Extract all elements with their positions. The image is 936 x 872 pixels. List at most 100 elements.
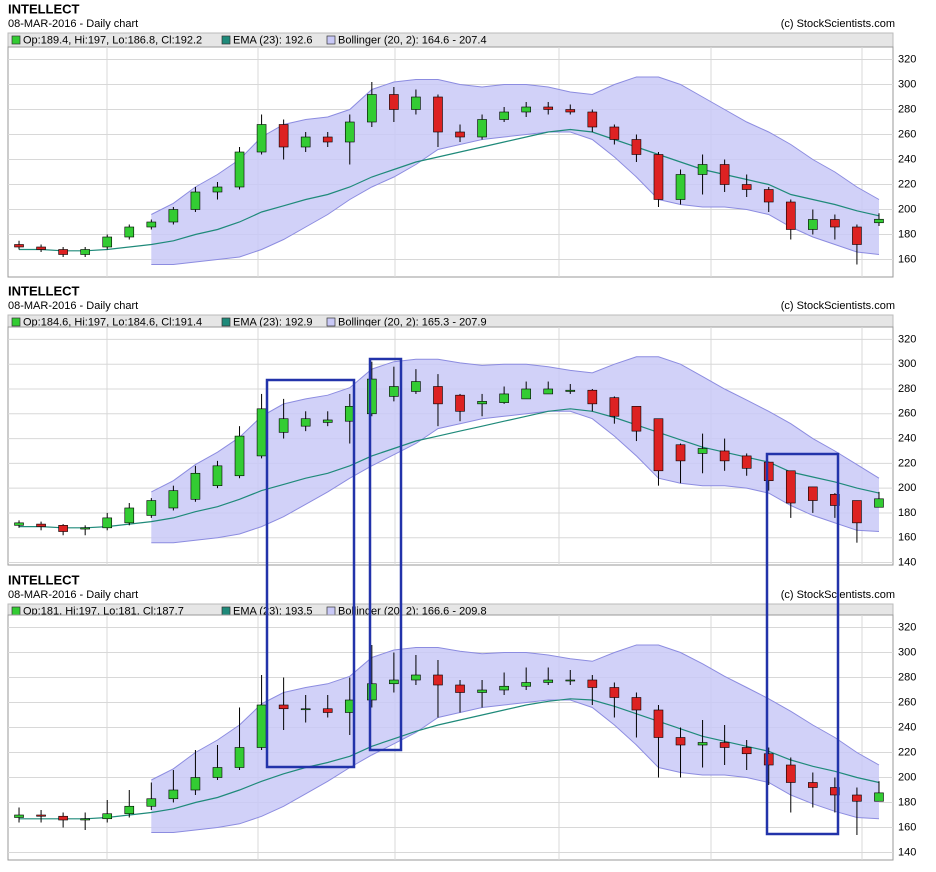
legend-label: EMA (23): 193.5 (233, 605, 313, 617)
candle-body (168, 209, 179, 223)
candle-body (852, 794, 862, 802)
candle-body (433, 386, 443, 405)
candle-body (300, 418, 311, 427)
candle-body (278, 418, 289, 433)
legend-swatch (11, 606, 21, 616)
candle-body (14, 522, 24, 526)
candle-body (212, 186, 223, 193)
candle-body (367, 683, 377, 701)
candle-body (874, 498, 884, 508)
bollinger-lower (151, 131, 880, 265)
candle-body (763, 461, 774, 482)
y-tick-label: 320 (898, 333, 916, 345)
candle-body (278, 124, 289, 148)
chart-subtitle: 08-MAR-2016 - Daily chart (8, 18, 138, 30)
y-tick-label: 180 (898, 507, 916, 519)
candle-body (543, 106, 554, 110)
candle-body (499, 111, 509, 120)
candle-body (58, 249, 68, 255)
legend-swatch (326, 317, 336, 327)
chart-subtitle: 08-MAR-2016 - Daily chart (8, 589, 138, 601)
candle-body (322, 419, 333, 423)
chart-source: (c) StockScientists.com (781, 18, 895, 30)
y-tick-label: 200 (898, 482, 916, 494)
candle-body (322, 708, 333, 713)
y-tick-label: 260 (898, 128, 916, 140)
candle-body (543, 388, 554, 395)
candle-body (102, 236, 113, 248)
candle-body (719, 742, 730, 748)
candle-body (190, 191, 201, 210)
y-tick-label: 300 (898, 358, 916, 370)
candle-body (433, 674, 443, 686)
candle-body (719, 164, 730, 185)
candle-body (124, 507, 135, 524)
candle-body (565, 679, 576, 682)
candle-body (389, 94, 399, 110)
candle-body (455, 684, 465, 693)
candle-body (852, 500, 862, 524)
candle-body (212, 767, 223, 778)
candle-body (411, 96, 421, 110)
y-tick-label: 320 (898, 53, 916, 65)
candle-body (830, 219, 840, 228)
candle-body (785, 470, 796, 504)
candle-body (322, 136, 333, 143)
candle-body (631, 406, 642, 432)
legend-label: Bollinger (20, 2): 164.6 - 207.4 (338, 34, 487, 46)
candle-body (190, 777, 201, 791)
plot-content (14, 644, 884, 835)
candle-body (80, 818, 90, 821)
candle-body (389, 679, 399, 685)
candle-body (543, 679, 554, 683)
candle-body (256, 408, 267, 457)
candle-body (653, 418, 664, 472)
candle-body (521, 388, 531, 400)
candle-body (477, 401, 487, 405)
candle-body (14, 244, 24, 248)
candle-body (455, 131, 465, 138)
y-tick-label: 160 (898, 821, 916, 833)
bollinger-lower (151, 699, 880, 833)
candle-body (675, 737, 686, 746)
legend-swatch (221, 35, 231, 45)
candle-body (499, 393, 509, 403)
candle-body (763, 189, 774, 203)
y-tick-label: 140 (898, 556, 916, 568)
candle-body (808, 486, 818, 501)
candle-body (477, 119, 487, 138)
y-tick-label: 160 (898, 532, 916, 544)
candle-body (411, 381, 421, 392)
candle-body (653, 709, 664, 738)
candle-body (212, 465, 223, 486)
candle-body (521, 106, 531, 113)
y-tick-label: 240 (898, 153, 916, 165)
candle-body (36, 246, 46, 250)
candle-body (852, 226, 862, 245)
candle-body (389, 386, 399, 397)
legend-label: Op:189.4, Hi:197, Lo:186.8, Cl:192.2 (23, 34, 202, 46)
candle-body (830, 787, 840, 796)
y-tick-label: 280 (898, 103, 916, 115)
candle-body (36, 814, 46, 817)
candle-body (367, 94, 377, 123)
candle-body (830, 494, 840, 506)
legend-swatch (326, 35, 336, 45)
legend-label: Bollinger (20, 2): 166.6 - 209.8 (338, 605, 487, 617)
y-tick-label: 140 (898, 846, 916, 858)
chart-title: INTELLECT (8, 572, 80, 587)
bollinger-band (151, 77, 880, 265)
y-tick-label: 220 (898, 178, 916, 190)
candle-body (763, 753, 774, 766)
y-tick-label: 200 (898, 203, 916, 215)
candle-body (58, 525, 68, 532)
chart-source: (c) StockScientists.com (781, 300, 895, 312)
legend-label: Op:184.6, Hi:197, Lo:184.6, Cl:191.4 (23, 316, 202, 328)
y-tick-label: 180 (898, 228, 916, 240)
candle-body (234, 747, 245, 768)
candle-body (300, 708, 311, 711)
bollinger-upper (151, 356, 880, 493)
y-tick-label: 260 (898, 696, 916, 708)
chart-title: INTELLECT (8, 1, 80, 16)
y-tick-label: 280 (898, 671, 916, 683)
